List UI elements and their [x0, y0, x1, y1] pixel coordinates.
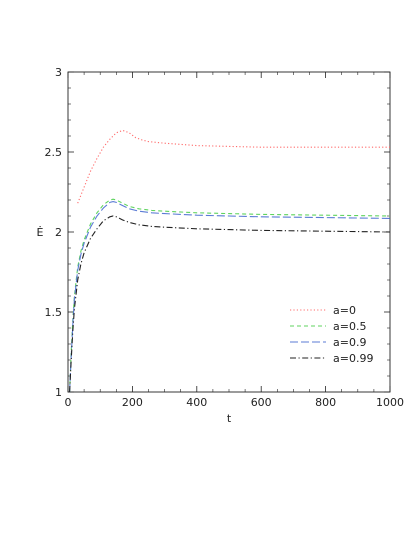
- legend: a=0 a=0.5 a=0.9 a=0.99: [290, 304, 373, 365]
- y-tick-label: 2: [55, 226, 62, 239]
- y-tick-label: 2.5: [45, 146, 63, 159]
- series-line-1: [77, 129, 390, 204]
- legend-label-2: a=0.5: [333, 320, 366, 333]
- x-tick-label: 200: [122, 396, 143, 409]
- axis-ticks: 0 200 400 600 800 1000 1 1.5 2 2.5 3: [45, 66, 405, 409]
- x-axis-title: t: [227, 412, 232, 425]
- series-group: [69, 129, 391, 393]
- legend-label-3: a=0.9: [333, 336, 366, 349]
- legend-label-1: a=0: [333, 304, 356, 317]
- x-tick-label: 1000: [376, 396, 404, 409]
- y-tick-label: 1: [55, 386, 62, 399]
- series-line-3: [69, 201, 391, 393]
- series-line-4: [69, 215, 391, 393]
- y-axis-title: Ė: [37, 226, 44, 239]
- y-tick-label: 3: [55, 66, 62, 79]
- x-tick-label: 800: [315, 396, 336, 409]
- x-tick-label: 600: [251, 396, 272, 409]
- y-tick-label: 1.5: [45, 306, 63, 319]
- legend-label-4: a=0.99: [333, 352, 373, 365]
- x-tick-label: 0: [65, 396, 72, 409]
- x-tick-label: 400: [186, 396, 207, 409]
